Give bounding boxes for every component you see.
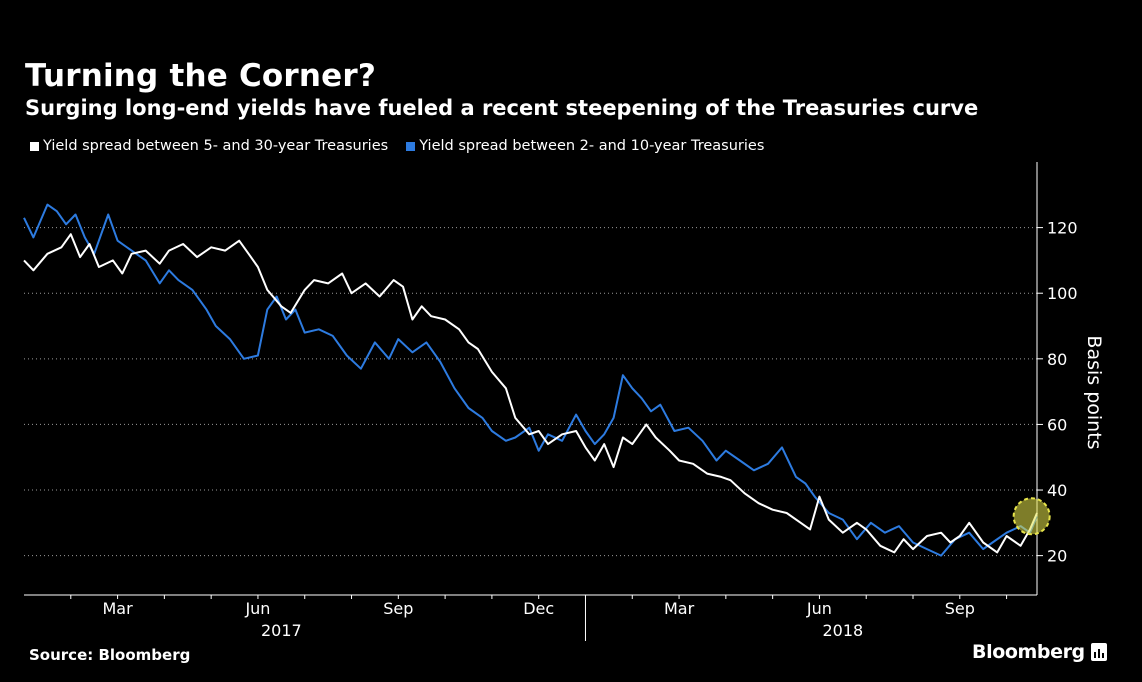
legend-label-2-10: Yield spread between 2- and 10-year Trea…	[419, 138, 765, 154]
source-note: Source: Bloomberg	[29, 646, 191, 664]
y-tick-label: 60	[1047, 415, 1067, 434]
x-tick-label: Dec	[523, 599, 554, 618]
legend-label-5-30: Yield spread between 5- and 30-year Trea…	[43, 138, 389, 154]
x-tick-label: Sep	[945, 599, 975, 618]
legend-swatch-5-30	[30, 141, 39, 151]
x-tick-label: Mar	[664, 599, 695, 618]
legend-item-5-30: Yield spread between 5- and 30-year Trea…	[30, 138, 388, 154]
legend-swatch-2-10	[406, 141, 416, 151]
terminal-icon	[1090, 643, 1107, 661]
y-tick-label: 100	[1047, 284, 1078, 303]
x-tick-label: Jun	[806, 599, 832, 618]
y-tick-label: 80	[1047, 350, 1067, 369]
x-year-label: 2018	[822, 621, 863, 640]
x-tick-label: Sep	[383, 599, 413, 618]
x-tick-label: Jun	[244, 599, 270, 618]
series-line-2-10	[23, 203, 1038, 557]
x-tick-label: Mar	[102, 599, 133, 618]
legend-item-2-10: Yield spread between 2- and 10-year Trea…	[406, 138, 764, 154]
chart-legend: Yield spread between 5- and 30-year Trea…	[30, 138, 764, 154]
highlight-circle	[1012, 497, 1051, 536]
y-tick-label: 120	[1047, 219, 1078, 238]
y-tick-label: 20	[1047, 547, 1067, 566]
y-axis-title: Basis points	[1083, 335, 1105, 449]
x-year-label: 2017	[261, 621, 302, 640]
brand-name: Bloomberg	[972, 641, 1085, 663]
chart-subtitle: Surging long-end yields have fueled a re…	[25, 96, 979, 120]
chart-title: Turning the Corner?	[25, 58, 377, 94]
y-tick-label: 40	[1047, 481, 1067, 500]
bloomberg-logo: Bloomberg	[972, 641, 1107, 663]
series-line-5-30	[23, 233, 1038, 554]
